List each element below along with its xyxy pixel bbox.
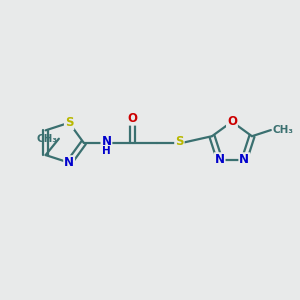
Text: N: N [239,153,249,166]
Text: N: N [101,135,111,148]
Text: H: H [102,146,111,156]
Text: N: N [214,153,225,166]
Text: S: S [65,116,74,129]
Text: O: O [128,112,138,125]
Text: S: S [175,135,184,148]
Text: CH₃: CH₃ [36,134,57,144]
Text: CH₃: CH₃ [272,125,293,135]
Text: N: N [64,156,74,169]
Text: O: O [227,115,237,128]
